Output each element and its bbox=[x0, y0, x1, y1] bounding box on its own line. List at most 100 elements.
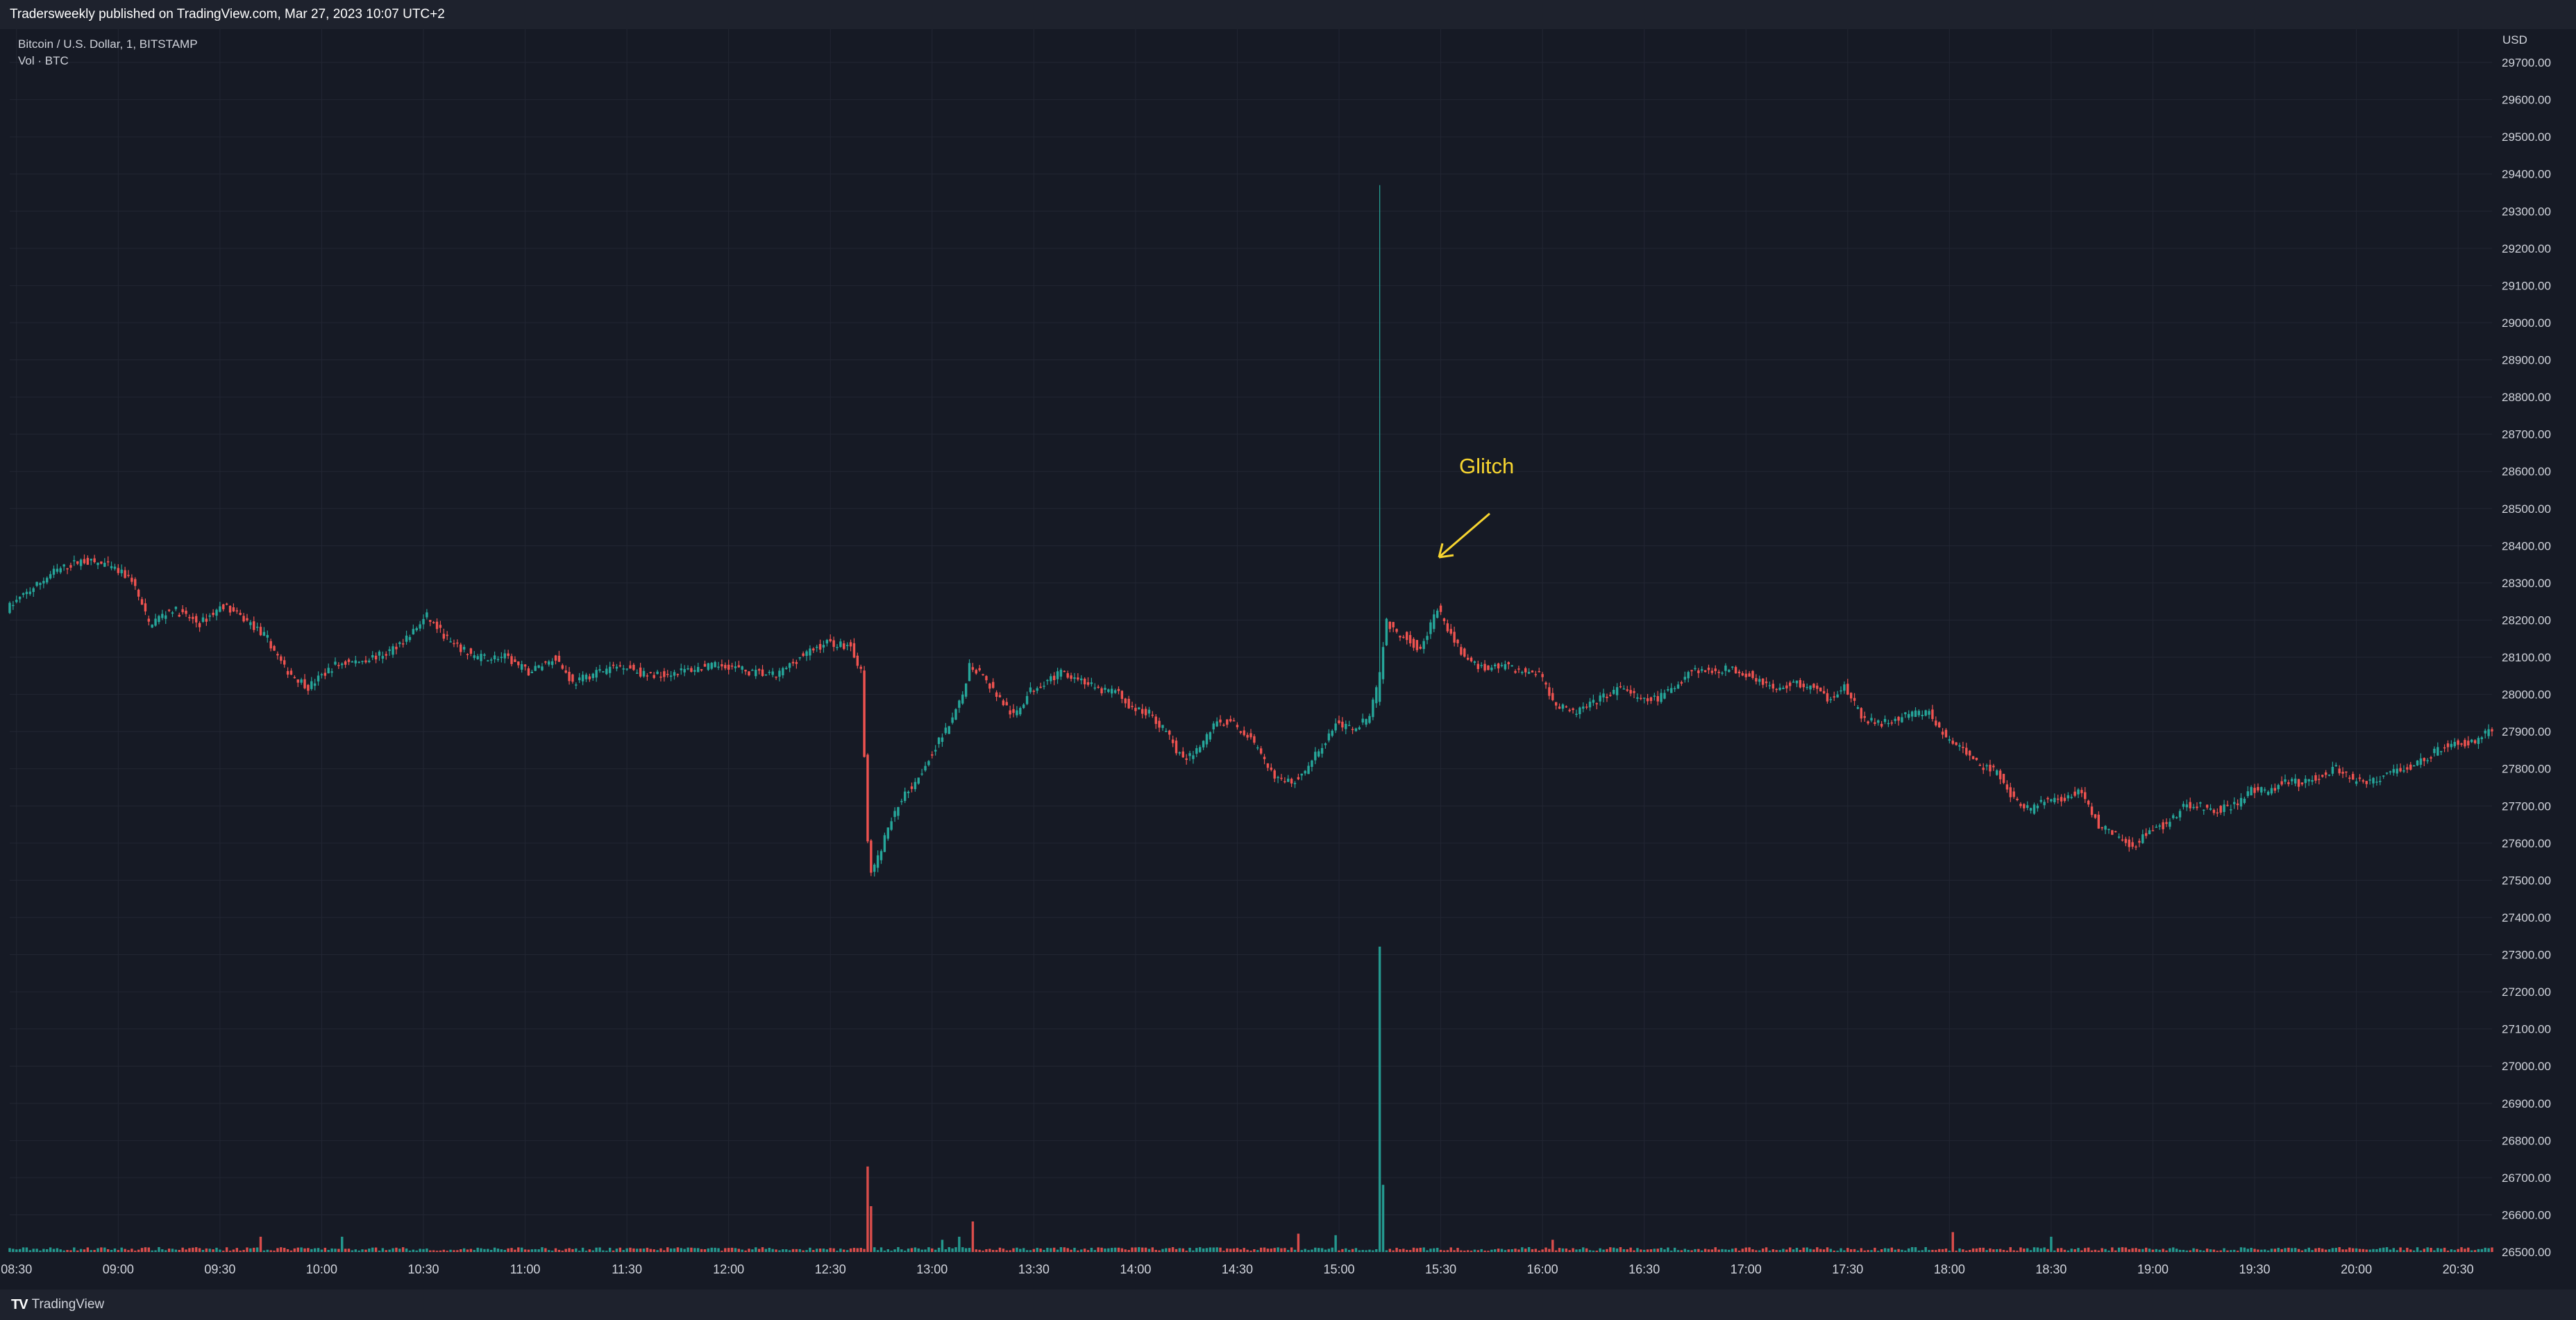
volume-bar bbox=[1113, 1247, 1117, 1252]
candle-body bbox=[595, 670, 598, 678]
volume-bar bbox=[852, 1248, 856, 1252]
candle-body bbox=[1476, 663, 1480, 670]
volume-bar bbox=[1771, 1249, 1775, 1252]
candle-body bbox=[167, 609, 171, 611]
candle-body bbox=[2487, 729, 2490, 736]
candle-body bbox=[1812, 684, 1815, 688]
volume-bar bbox=[131, 1249, 133, 1252]
candle-body bbox=[1229, 719, 1232, 722]
candle-body bbox=[330, 671, 333, 673]
volume-bar bbox=[327, 1250, 330, 1252]
volume-bar bbox=[1728, 1249, 1731, 1252]
candle-body bbox=[1293, 783, 1297, 784]
volume-bar bbox=[1921, 1250, 1923, 1252]
candle-body bbox=[1236, 725, 1239, 727]
candle-body bbox=[852, 643, 856, 658]
y-tick-label: 29100.00 bbox=[2502, 279, 2551, 292]
volume-bar bbox=[1582, 1247, 1585, 1252]
candle-body bbox=[2273, 788, 2277, 791]
volume-bar bbox=[1083, 1249, 1086, 1252]
volume-bar bbox=[1127, 1250, 1130, 1252]
candle-body bbox=[2379, 781, 2382, 782]
candle-body bbox=[310, 681, 313, 689]
candle-body bbox=[1948, 739, 1951, 741]
candle-body bbox=[408, 636, 412, 641]
candle-body bbox=[1347, 725, 1351, 727]
volume-bar bbox=[1534, 1249, 1538, 1252]
volume-bar bbox=[876, 1250, 879, 1252]
volume-bar bbox=[561, 1251, 564, 1252]
volume-bar bbox=[1599, 1248, 1601, 1252]
candle-body bbox=[517, 661, 520, 666]
candle-body bbox=[998, 695, 1002, 697]
volume-bar bbox=[673, 1248, 676, 1252]
volume-bar bbox=[2392, 1248, 2396, 1252]
candle-body bbox=[1703, 670, 1707, 672]
volume-bar bbox=[2291, 1248, 2293, 1252]
candle-body bbox=[1406, 632, 1408, 641]
candle-body bbox=[1805, 686, 1808, 688]
candle-body bbox=[1514, 670, 1517, 673]
volume-bar bbox=[581, 1247, 584, 1252]
candle-body bbox=[1819, 687, 1822, 692]
volume-bar bbox=[727, 1248, 730, 1252]
volume-bar bbox=[2094, 1249, 2097, 1252]
candle-body bbox=[1551, 693, 1554, 700]
candle-body bbox=[500, 657, 503, 659]
volume-bar bbox=[1307, 1250, 1310, 1252]
volume-bar bbox=[1215, 1247, 1218, 1252]
volume-bar bbox=[2080, 1250, 2083, 1252]
volume-bar bbox=[1222, 1251, 1225, 1252]
candle-body bbox=[1931, 709, 1934, 720]
volume-bar bbox=[1456, 1247, 1459, 1252]
candle-body bbox=[2138, 840, 2141, 843]
volume-bar bbox=[629, 1247, 632, 1252]
volume-bar bbox=[1758, 1250, 1761, 1252]
volume-bar bbox=[1195, 1248, 1198, 1252]
candle-body bbox=[703, 663, 707, 667]
candle-body bbox=[1843, 684, 1846, 691]
candle-body bbox=[303, 679, 306, 688]
volume-bar bbox=[2260, 1249, 2263, 1252]
candle-body bbox=[924, 765, 927, 771]
y-tick-label: 28300.00 bbox=[2502, 577, 2551, 590]
volume-bar bbox=[886, 1249, 889, 1252]
volume-bar bbox=[1996, 1249, 1998, 1252]
volume-bar bbox=[744, 1250, 747, 1252]
candle-body bbox=[818, 643, 822, 650]
volume-bar bbox=[544, 1248, 547, 1252]
candle-body bbox=[192, 616, 194, 619]
candle-body bbox=[564, 670, 567, 673]
candle-body bbox=[171, 612, 174, 614]
candle-body bbox=[744, 670, 747, 672]
candle-body bbox=[1117, 688, 1120, 691]
candle-body bbox=[1140, 709, 1144, 714]
y-tick-label: 29700.00 bbox=[2502, 56, 2551, 69]
volume-bar bbox=[534, 1249, 537, 1252]
candle-body bbox=[666, 674, 669, 675]
candle-body bbox=[2239, 797, 2243, 807]
volume-bar bbox=[2345, 1249, 2348, 1252]
volume-bar bbox=[578, 1251, 581, 1252]
volume-bar bbox=[12, 1249, 15, 1252]
volume-bar bbox=[523, 1249, 527, 1252]
y-tick-label: 28500.00 bbox=[2502, 502, 2551, 516]
volume-bar bbox=[992, 1250, 995, 1252]
volume-bar bbox=[1320, 1248, 1324, 1252]
volume-bar bbox=[517, 1247, 520, 1252]
candle-body bbox=[710, 663, 713, 669]
price-chart[interactable]: 29700.0029600.0029500.0029400.0029300.00… bbox=[0, 29, 2576, 1289]
volume-bar bbox=[910, 1248, 914, 1252]
candle-body bbox=[1510, 665, 1513, 667]
volume-bar bbox=[259, 1237, 262, 1252]
candle-body bbox=[323, 672, 327, 676]
candle-body bbox=[2063, 797, 2066, 802]
candle-body bbox=[1029, 687, 1032, 693]
candle-body bbox=[1181, 751, 1185, 758]
volume-bar bbox=[714, 1247, 716, 1252]
candle-body bbox=[2297, 779, 2300, 787]
candle-body bbox=[1874, 722, 1876, 725]
volume-bar bbox=[1812, 1249, 1815, 1252]
candle-body bbox=[374, 655, 378, 660]
volume-bar bbox=[2114, 1250, 2117, 1252]
